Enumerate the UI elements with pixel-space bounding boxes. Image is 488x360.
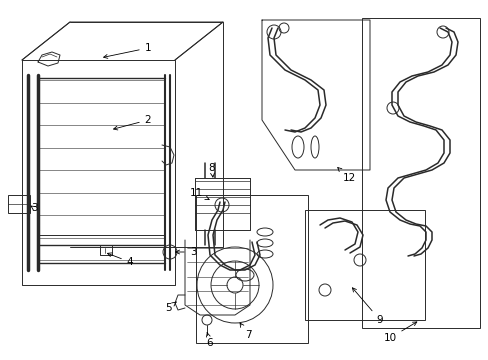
Text: 8: 8: [208, 163, 215, 177]
Text: 1: 1: [103, 43, 151, 58]
Text: 2: 2: [113, 115, 151, 130]
Text: 5: 5: [164, 302, 176, 313]
Text: 12: 12: [337, 167, 355, 183]
Text: 7: 7: [240, 323, 251, 340]
Text: 10: 10: [383, 322, 416, 343]
Bar: [361, 18, 479, 328]
Bar: [305, 210, 424, 320]
Bar: [8, 195, 30, 213]
Text: 3: 3: [175, 247, 196, 257]
Text: 3: 3: [31, 203, 37, 213]
Text: 4: 4: [107, 253, 133, 267]
Bar: [196, 195, 307, 343]
Text: 11: 11: [189, 188, 209, 199]
Text: 9: 9: [352, 288, 383, 325]
Text: 6: 6: [206, 332, 213, 348]
